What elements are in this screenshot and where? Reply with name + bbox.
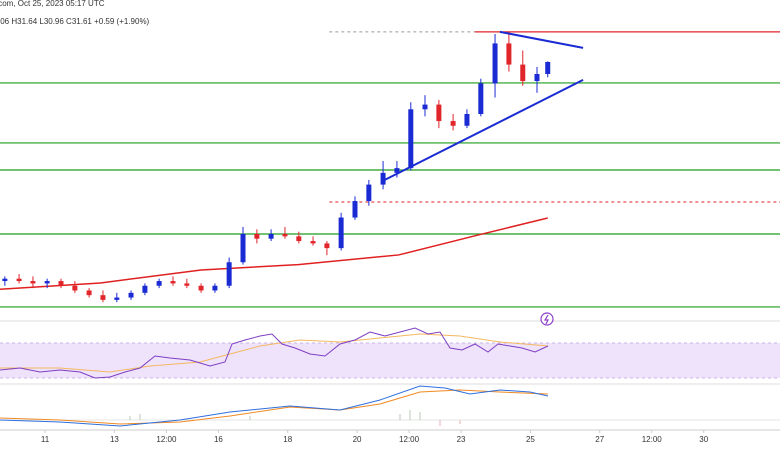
- candle-body: [184, 283, 190, 286]
- candle-body: [296, 236, 302, 242]
- candle-body: [394, 168, 400, 173]
- trend-line: [384, 78, 584, 181]
- x-tick-label: 23: [457, 435, 466, 444]
- candle-body: [464, 114, 470, 126]
- x-tick-label: 12:00: [399, 435, 420, 444]
- x-tick-label: 18: [283, 435, 292, 444]
- candle-body: [44, 281, 50, 284]
- candle-body: [114, 297, 120, 300]
- candle-body: [72, 285, 78, 291]
- macd-histogram: [129, 410, 461, 426]
- candle-body: [545, 62, 551, 74]
- x-tick-label: 30: [699, 435, 708, 444]
- moving-average: [0, 217, 548, 291]
- candle-body: [268, 234, 274, 239]
- candle-body: [156, 281, 162, 286]
- ohlc-line: .06 H31.64 L30.96 C31.61 +0.59 (+1.90%): [0, 17, 150, 26]
- candle-body: [142, 285, 148, 293]
- trend-line: [499, 30, 584, 49]
- x-tick-label: 12:00: [642, 435, 663, 444]
- candle-body: [128, 292, 134, 298]
- x-tick-label: 27: [595, 435, 604, 444]
- candle-body: [534, 74, 540, 82]
- candle-body: [100, 295, 106, 300]
- x-tick-label: 12:00: [156, 435, 177, 444]
- candle-body: [30, 281, 36, 284]
- candle-body: [282, 234, 288, 237]
- x-tick-label: 25: [526, 435, 535, 444]
- candle-body: [324, 243, 330, 249]
- candle-body: [240, 234, 246, 263]
- rsi-band: [0, 343, 780, 378]
- header-line: .com, Oct 25, 2023 05:17 UTC: [0, 0, 105, 8]
- event-icon[interactable]: [540, 312, 554, 326]
- event-icon-bolt: [543, 314, 549, 325]
- x-tick-label: 20: [353, 435, 362, 444]
- candle-body: [492, 43, 498, 84]
- candle-body: [422, 104, 428, 110]
- x-tick-label: 13: [110, 435, 119, 444]
- x-tick-label: 11: [41, 435, 50, 444]
- candle-body: [380, 172, 386, 185]
- candle-body: [212, 285, 218, 291]
- candle-body: [198, 285, 204, 291]
- candle-body: [436, 104, 442, 122]
- candle-body: [170, 281, 176, 284]
- candle-body: [408, 109, 414, 169]
- candle-body: [58, 281, 64, 286]
- rsi-line: [0, 327, 549, 379]
- candle-body: [226, 262, 232, 286]
- rsi-ma-line: [0, 333, 549, 373]
- x-tick-label: 16: [214, 435, 223, 444]
- candle-body: [520, 64, 526, 82]
- candle-body: [506, 43, 512, 65]
- candle-body: [338, 217, 344, 249]
- candle-body: [310, 241, 316, 244]
- candle-body: [2, 278, 8, 282]
- candle-body: [254, 234, 260, 239]
- candle-body: [16, 278, 22, 282]
- candle-body: [86, 290, 92, 296]
- candle-body: [450, 121, 456, 126]
- candle-body: [366, 184, 372, 202]
- candle-body: [478, 83, 484, 114]
- macd-line: [0, 385, 549, 427]
- candle-body: [352, 201, 358, 218]
